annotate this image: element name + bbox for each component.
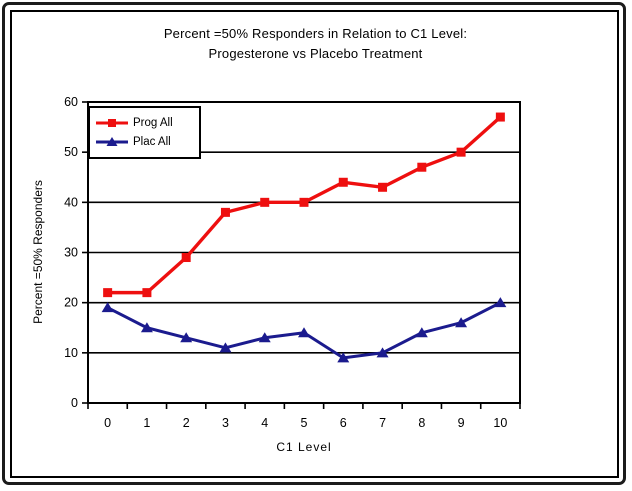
y-axis-title: Percent =50% Responders — [31, 180, 45, 324]
prog-series-marker-icon — [96, 117, 128, 129]
x-tick-label: 4 — [261, 416, 268, 430]
y-tick-label: 10 — [64, 346, 78, 360]
data-point-triangle — [455, 317, 468, 328]
x-tick-label: 3 — [222, 416, 229, 430]
x-tick-label: 1 — [143, 416, 150, 430]
chart-title: Percent =50% Responders in Relation to C… — [10, 24, 621, 64]
x-tick-label: 6 — [340, 416, 347, 430]
data-point-triangle — [376, 347, 389, 358]
y-tick-label: 0 — [71, 396, 78, 410]
chart-title-line1: Percent =50% Responders in Relation to C… — [163, 26, 468, 41]
plac-series-marker-icon — [96, 136, 128, 148]
data-point-triangle — [140, 322, 153, 333]
data-point-square — [299, 197, 309, 207]
x-tick-label: 10 — [493, 416, 507, 430]
data-point-square — [260, 197, 270, 207]
data-point-triangle — [180, 332, 193, 343]
data-point-triangle — [258, 332, 271, 343]
data-point-triangle — [101, 302, 114, 313]
legend-entry-plac: Plac All — [96, 136, 195, 148]
data-point-square — [456, 147, 466, 157]
data-point-triangle — [494, 297, 507, 308]
legend-label-plac: Plac All — [133, 136, 171, 148]
plot-border — [87, 101, 521, 404]
data-point-square — [378, 182, 388, 192]
x-tick-label: 9 — [458, 416, 465, 430]
data-point-triangle — [415, 327, 428, 338]
data-point-square — [103, 288, 113, 298]
y-tick-label: 40 — [64, 195, 78, 209]
x-tick-label: 8 — [418, 416, 425, 430]
data-point-square — [338, 177, 348, 187]
y-tick-label: 60 — [64, 95, 78, 109]
x-tick-label: 7 — [379, 416, 386, 430]
legend-entry-prog: Prog All — [96, 117, 195, 129]
x-tick-label: 2 — [183, 416, 190, 430]
x-axis-title: C1 Level — [276, 440, 332, 454]
x-tick-label: 0 — [104, 416, 111, 430]
data-point-triangle — [298, 327, 310, 338]
chart-title-line2: Progesterone vs Placebo Treatment — [208, 46, 423, 61]
y-tick-label: 20 — [64, 296, 78, 310]
y-tick-label: 50 — [64, 145, 78, 159]
data-point-square — [495, 112, 505, 122]
data-point-triangle — [219, 342, 232, 353]
legend: Prog All Plac All — [88, 106, 201, 159]
data-point-square — [181, 253, 191, 263]
data-point-triangle — [337, 352, 350, 363]
x-tick-label: 5 — [301, 416, 308, 430]
data-point-square — [220, 207, 230, 217]
data-point-square — [142, 288, 152, 298]
legend-label-prog: Prog All — [133, 117, 173, 129]
chart-area-border — [10, 10, 619, 478]
data-point-square — [417, 162, 427, 172]
y-tick-label: 30 — [64, 246, 78, 260]
